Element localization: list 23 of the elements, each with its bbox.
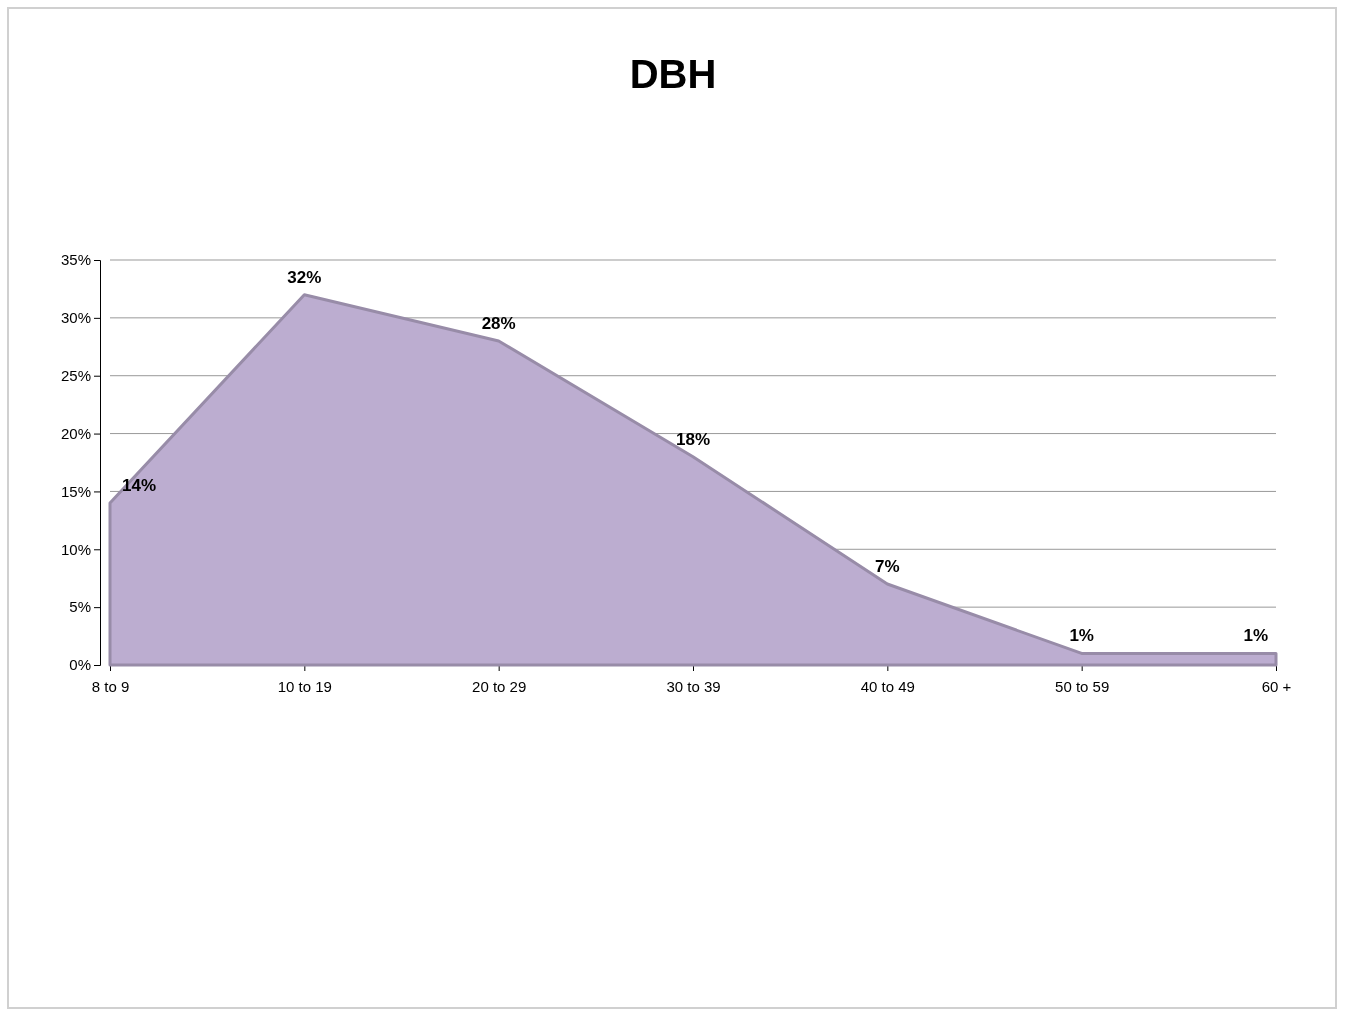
x-tick-label: 10 to 19 xyxy=(277,678,332,695)
data-label: 1% xyxy=(1069,626,1094,646)
y-tick-label: 20% xyxy=(60,424,91,442)
data-label: 14% xyxy=(122,476,157,495)
data-label: 7% xyxy=(875,557,900,576)
x-tick-label: 50 to 59 xyxy=(1055,678,1110,695)
y-tick-label: 10% xyxy=(60,540,91,558)
data-label: 18% xyxy=(675,429,711,449)
x-tick-label: 60 + xyxy=(1261,678,1292,695)
y-tick-label: 35% xyxy=(60,251,91,269)
chart-title: DBH xyxy=(629,52,717,96)
y-tick-label: 15% xyxy=(60,482,91,500)
data-label: 32% xyxy=(287,267,322,287)
y-tick-label: 30% xyxy=(60,309,91,327)
x-tick-label: 20 to 29 xyxy=(472,678,527,695)
x-tick-label: 8 to 9 xyxy=(91,678,130,695)
y-tick-label: 25% xyxy=(60,367,91,385)
x-tick-label: 30 to 39 xyxy=(666,678,721,695)
x-tick-label: 40 to 49 xyxy=(860,678,915,695)
y-tick-label: 5% xyxy=(69,598,91,616)
data-label: 1% xyxy=(1243,626,1268,646)
data-label: 28% xyxy=(481,314,516,333)
y-tick-label: 0% xyxy=(69,656,91,674)
